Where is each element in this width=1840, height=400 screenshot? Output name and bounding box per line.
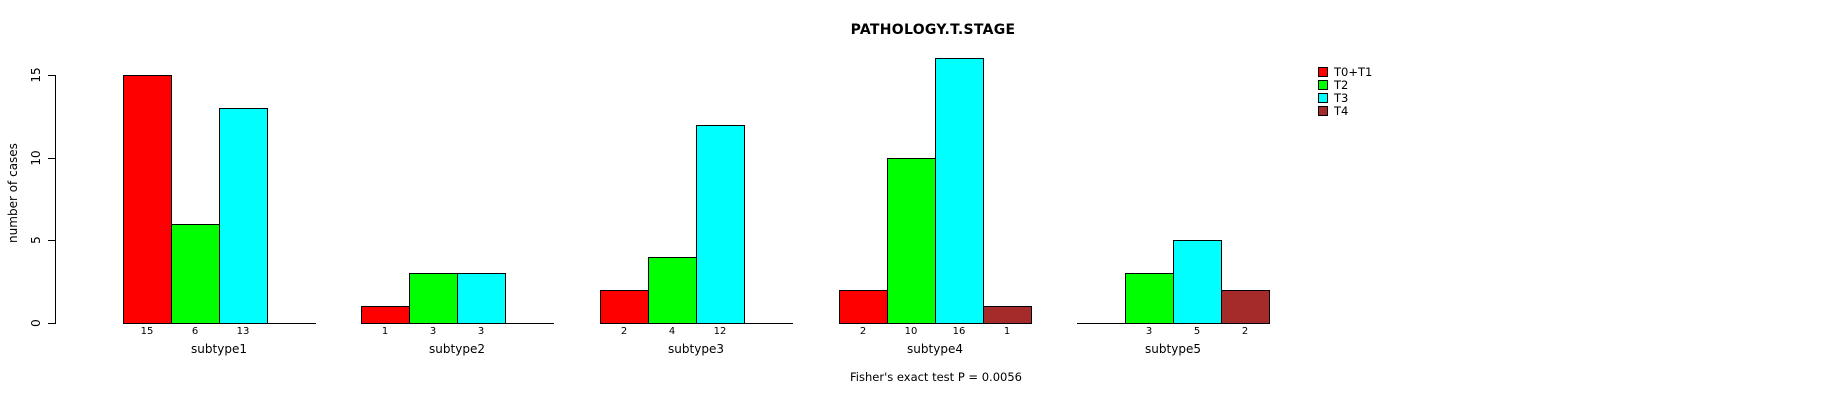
group-label: subtype4 — [907, 342, 963, 356]
bar — [839, 290, 888, 324]
bar — [361, 306, 410, 324]
bar — [935, 58, 984, 324]
chart-title: PATHOLOGY.T.STAGE — [850, 22, 1016, 38]
bar — [409, 273, 458, 324]
y-axis-tick-label: 0 — [29, 319, 43, 327]
bar-value-label: 3 — [1145, 326, 1153, 337]
bar-value-label: 10 — [904, 326, 918, 337]
bar — [123, 75, 172, 324]
bar-value-label: 3 — [477, 326, 485, 337]
legend-swatch — [1318, 67, 1328, 77]
bar — [1221, 290, 1270, 324]
y-axis-tick — [48, 158, 55, 159]
bar-value-label: 2 — [1241, 326, 1249, 337]
bar-value-label: 1 — [1003, 326, 1011, 337]
bar-value-label: 2 — [859, 326, 867, 337]
bar — [887, 158, 936, 324]
y-axis-tick — [48, 323, 55, 324]
y-axis-line — [55, 75, 56, 324]
fisher-test-annotation: Fisher's exact test P = 0.0056 — [850, 370, 1022, 384]
legend-swatch — [1318, 80, 1328, 90]
bar — [1173, 240, 1222, 324]
y-axis-tick — [48, 240, 55, 241]
bar-value-label: 6 — [191, 326, 199, 337]
bar-value-label: 4 — [668, 326, 676, 337]
y-axis-tick-label: 5 — [29, 236, 43, 244]
bar-value-label: 5 — [1193, 326, 1201, 337]
bar-value-label: 3 — [429, 326, 437, 337]
bar — [648, 257, 697, 324]
bar — [600, 290, 649, 324]
group-label: subtype1 — [191, 342, 247, 356]
legend-swatch — [1318, 93, 1328, 103]
group-label: subtype5 — [1145, 342, 1201, 356]
bar — [171, 224, 220, 324]
legend-swatch — [1318, 106, 1328, 116]
bar-value-label: 15 — [140, 326, 154, 337]
legend-label: T0+T1 — [1334, 65, 1373, 79]
y-axis-tick-label: 10 — [29, 150, 43, 166]
bar-value-label: 13 — [236, 326, 250, 337]
bar — [219, 108, 268, 324]
y-axis-tick — [48, 75, 55, 76]
y-axis-tick-label: 15 — [29, 67, 43, 83]
bar — [696, 125, 745, 324]
group-label: subtype3 — [668, 342, 724, 356]
bar — [983, 306, 1032, 324]
legend-label: T2 — [1334, 78, 1349, 92]
legend-label: T3 — [1334, 91, 1349, 105]
bar — [1125, 273, 1174, 324]
bar-value-label: 16 — [952, 326, 966, 337]
legend-label: T4 — [1334, 104, 1349, 118]
bar-value-label: 1 — [381, 326, 389, 337]
bar-value-label: 12 — [713, 326, 727, 337]
group-label: subtype2 — [429, 342, 485, 356]
bar — [457, 273, 506, 324]
y-axis-label: number of cases — [6, 143, 20, 243]
bar-value-label: 2 — [620, 326, 628, 337]
